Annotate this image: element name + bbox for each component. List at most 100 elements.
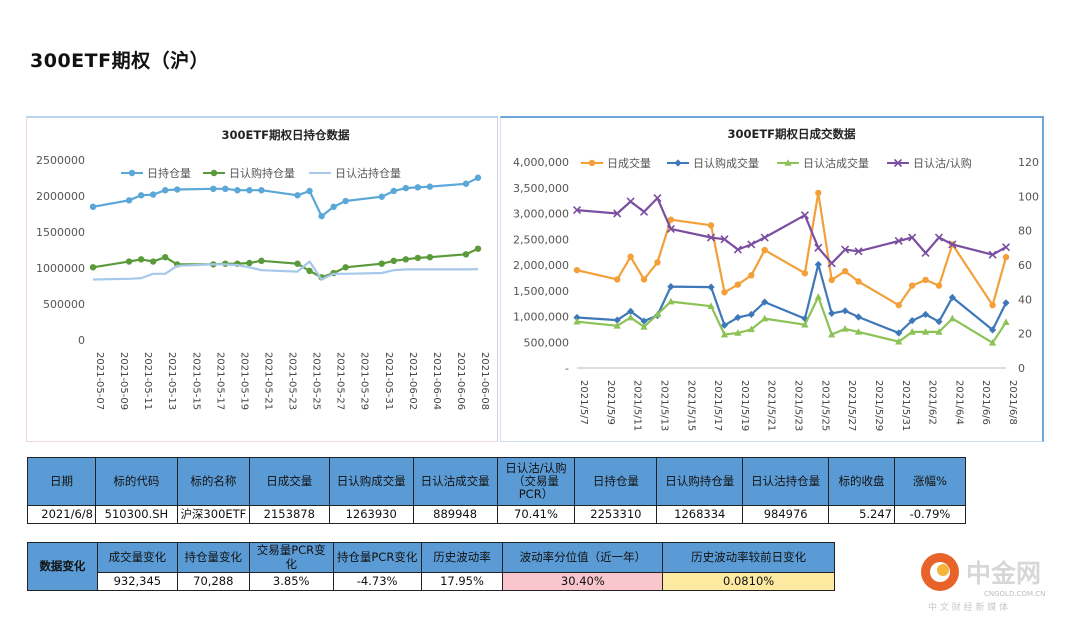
data-point (402, 184, 410, 192)
data-point (720, 330, 729, 338)
x-tick-label: 2021/5/27 (846, 380, 857, 431)
legend-label: 日认沽持仓量 (335, 166, 401, 180)
data-point (854, 247, 863, 256)
data-point (137, 192, 145, 199)
data-point (1002, 299, 1010, 307)
x-tick-label: 2021-05-13 (166, 352, 177, 410)
data-point (89, 203, 97, 210)
header-cell: 日认购成交量 (328, 457, 414, 506)
data-point (734, 313, 742, 322)
header-cell: 历史波动率较前日变化 (662, 542, 835, 573)
data-point (414, 184, 422, 191)
data-point (414, 254, 422, 262)
y-tick-label: 2500000 (36, 154, 85, 167)
chart-title: 300ETF期权日成交数据 (727, 127, 856, 141)
cell-date: 2021/6/8 (27, 505, 96, 524)
header-cell: 成交量变化 (96, 542, 178, 573)
x-tick-label: 2021-05-31 (383, 352, 394, 410)
data-point (895, 301, 902, 309)
x-tick-label: 2021/6/8 (1007, 380, 1018, 425)
header-cell: 交易量PCR变化 (248, 542, 334, 573)
data-point (573, 266, 581, 274)
table-header-row: 数据变化 成交量变化 持仓量变化 交易量PCR变化 持仓量PCR变化 历史波动率… (27, 542, 835, 591)
cell-call-oi: 1268334 (656, 505, 744, 524)
data-point (572, 206, 582, 215)
cell-oi-change: 70,288 (176, 572, 250, 591)
data-point (935, 282, 943, 289)
x-tick-label: 2021/5/17 (712, 380, 723, 431)
x-tick-label: 2021/5/25 (819, 380, 830, 431)
data-point (639, 207, 649, 216)
data-point (378, 260, 385, 267)
x-tick-label: 2021-05-17 (214, 352, 225, 410)
data-point (707, 222, 715, 229)
data-point (149, 191, 157, 198)
cell-name: 沪深300ETF (176, 505, 250, 524)
y-tick-label: 500,000 (524, 336, 570, 349)
data-point (306, 187, 313, 195)
header-cell: 标的收盘 (828, 457, 895, 506)
cell-code: 510300.SH (94, 505, 178, 524)
legend-marker (674, 159, 682, 167)
legend-label: 日成交量 (607, 156, 651, 170)
cell-oi: 2253310 (574, 505, 658, 524)
cell-call-volume: 1263930 (328, 505, 414, 524)
data-point (908, 317, 916, 325)
data-point (922, 276, 929, 284)
cell-hist-vol-change: 0.0810% (662, 572, 835, 591)
legend-label: 日认购成交量 (693, 156, 759, 170)
data-point (841, 245, 850, 254)
y-tick-label: - (565, 362, 569, 375)
data-point (666, 224, 675, 234)
x-tick-label: 2021-06-06 (455, 352, 466, 410)
data-point (626, 197, 635, 206)
data-point (474, 245, 482, 252)
x-tick-label: 2021/5/19 (739, 380, 750, 431)
data-point (894, 236, 903, 246)
data-point (246, 187, 253, 194)
series-line (92, 176, 479, 218)
legend-marker (893, 158, 903, 168)
logo-name: 中金网 (966, 559, 1041, 588)
data-point (921, 248, 930, 258)
holdings-chart: 300ETF期权日持仓数据 0 500000 1000000 1500000 200000… (36, 128, 490, 410)
data-point (1001, 243, 1011, 252)
data-change-label: 数据变化 (27, 542, 98, 591)
data-point (627, 313, 635, 321)
data-point (474, 174, 482, 181)
data-point (640, 317, 648, 325)
data-point (747, 240, 756, 249)
data-point (161, 187, 169, 194)
header-cell: 波动率分位值（近一年） (502, 542, 664, 573)
data-point (814, 260, 822, 269)
data-point (935, 328, 943, 335)
data-point (921, 328, 930, 335)
x-tick-label: 2021-05-27 (335, 352, 346, 410)
data-point (760, 233, 769, 242)
data-point (462, 180, 470, 187)
data-point (828, 309, 836, 318)
data-point (330, 203, 337, 210)
y-tick-label: 1000000 (36, 262, 85, 275)
data-point (137, 256, 145, 263)
legend-marker (588, 159, 596, 167)
data-point (934, 233, 944, 242)
data-point (748, 272, 755, 279)
data-point (721, 289, 728, 296)
header-cell: 日认购持仓量 (656, 457, 744, 506)
data-point (706, 233, 716, 242)
page-title: 300ETF期权（沪） (30, 50, 210, 72)
legend-label: 日认沽/认购 (913, 156, 972, 170)
data-point (640, 323, 648, 330)
table-row: 932,345 70,288 3.85% -4.73% 17.95% 30.40… (28, 572, 835, 591)
cell-put-oi: 984976 (742, 505, 830, 524)
data-point (125, 258, 133, 265)
holdings-chart-panel: 300ETF期权日持仓数据 0 500000 1000000 1500000 200000… (26, 116, 498, 442)
y-tick-label: 2,000,000 (513, 259, 569, 272)
header-cell: 日认沽成交量 (412, 457, 498, 506)
chart-title: 300ETF期权日持仓数据 (221, 128, 350, 142)
data-point (895, 337, 903, 345)
logo-emblem-dot (937, 564, 949, 576)
data-point (948, 293, 956, 302)
header-cell: 日期 (27, 457, 96, 506)
